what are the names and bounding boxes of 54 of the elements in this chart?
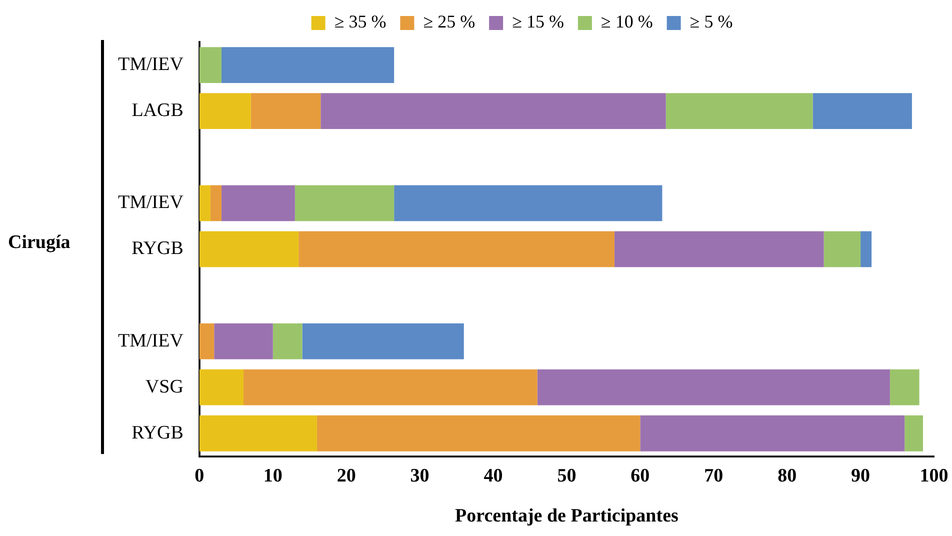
y-axis-title: Cirugía — [8, 232, 70, 254]
legend-label: ≥ 35 % — [334, 12, 386, 32]
bar — [199, 415, 317, 452]
bar — [860, 231, 872, 268]
y-tick-label: LAGB — [132, 100, 184, 122]
y-tick-label: VSG — [145, 376, 184, 398]
bar — [199, 231, 299, 268]
bar — [214, 323, 273, 360]
legend-label: ≥ 25 % — [423, 12, 476, 32]
bar — [316, 415, 640, 452]
bar — [298, 231, 614, 268]
y-tick-label: TM/IEV — [118, 330, 184, 352]
bar — [244, 369, 538, 406]
y-tick-label: RYGB — [132, 422, 184, 444]
bar — [302, 323, 464, 360]
x-axis-title: Porcentaje de Participantes — [455, 506, 678, 527]
bar — [812, 93, 912, 130]
x-tick-label: 30 — [410, 466, 430, 487]
x-tick-label: 90 — [851, 466, 870, 487]
bar — [199, 47, 222, 83]
bar — [294, 185, 394, 222]
bar — [394, 185, 662, 222]
bar — [537, 369, 890, 406]
x-tick-label: 70 — [704, 466, 724, 487]
bar — [824, 231, 861, 268]
bar — [250, 93, 321, 130]
bar — [221, 47, 394, 83]
bar — [210, 185, 222, 222]
bar — [640, 415, 905, 452]
y-tick-label: TM/IEV — [118, 192, 184, 214]
x-tick-label: 20 — [336, 466, 356, 487]
bar — [199, 369, 244, 406]
bar — [199, 323, 214, 360]
x-tick-label: 40 — [484, 466, 503, 487]
bar — [221, 185, 295, 222]
x-tick-label: 10 — [263, 466, 282, 487]
legend-label: ≥ 15 % — [512, 12, 564, 32]
bar — [272, 323, 302, 360]
bar — [614, 231, 824, 268]
x-tick-label: 50 — [557, 466, 576, 487]
bar — [199, 185, 210, 222]
bar — [666, 93, 813, 130]
bar — [320, 93, 666, 130]
x-tick-label: 0 — [194, 466, 204, 487]
legend-label: ≥ 5 % — [690, 12, 733, 32]
bar — [199, 93, 251, 130]
x-tick-label: 80 — [778, 466, 797, 487]
x-tick-label: 60 — [630, 466, 650, 487]
x-tick-label: 100 — [920, 466, 948, 487]
y-tick-label: RYGB — [132, 238, 184, 260]
bar — [890, 369, 920, 406]
legend-label: ≥ 10 % — [600, 12, 653, 32]
y-tick-label: TM/IEV — [118, 54, 184, 76]
bar — [904, 415, 923, 452]
